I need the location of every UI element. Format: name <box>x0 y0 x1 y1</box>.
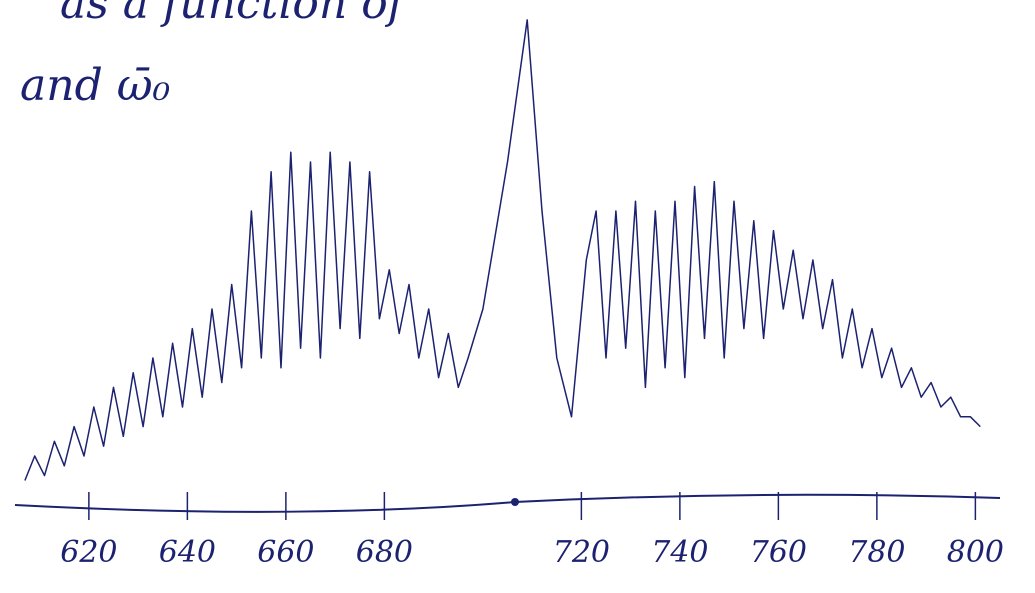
x-tick-label: 680 <box>356 535 413 570</box>
page: as a function of and ω̄₀ 620 640 660 680 720… <box>0 0 1035 589</box>
chart-title: as a function of <box>60 0 411 29</box>
chart-subtitle: and ω̄₀ <box>20 60 171 111</box>
x-tick-label: 760 <box>750 535 807 570</box>
x-tick-label: 660 <box>257 535 314 570</box>
x-tick-label: 640 <box>159 535 216 570</box>
x-tick-label: 720 <box>553 535 610 570</box>
chart: as a function of and ω̄₀ 620 640 660 680 720… <box>0 0 1035 589</box>
x-tick-label: 620 <box>60 535 117 570</box>
x-tick-label: 780 <box>848 535 905 570</box>
x-tick-label: 740 <box>651 535 708 570</box>
axis-dot <box>511 498 519 506</box>
x-tick-label: 800 <box>947 535 1004 570</box>
x-axis <box>15 495 1000 512</box>
